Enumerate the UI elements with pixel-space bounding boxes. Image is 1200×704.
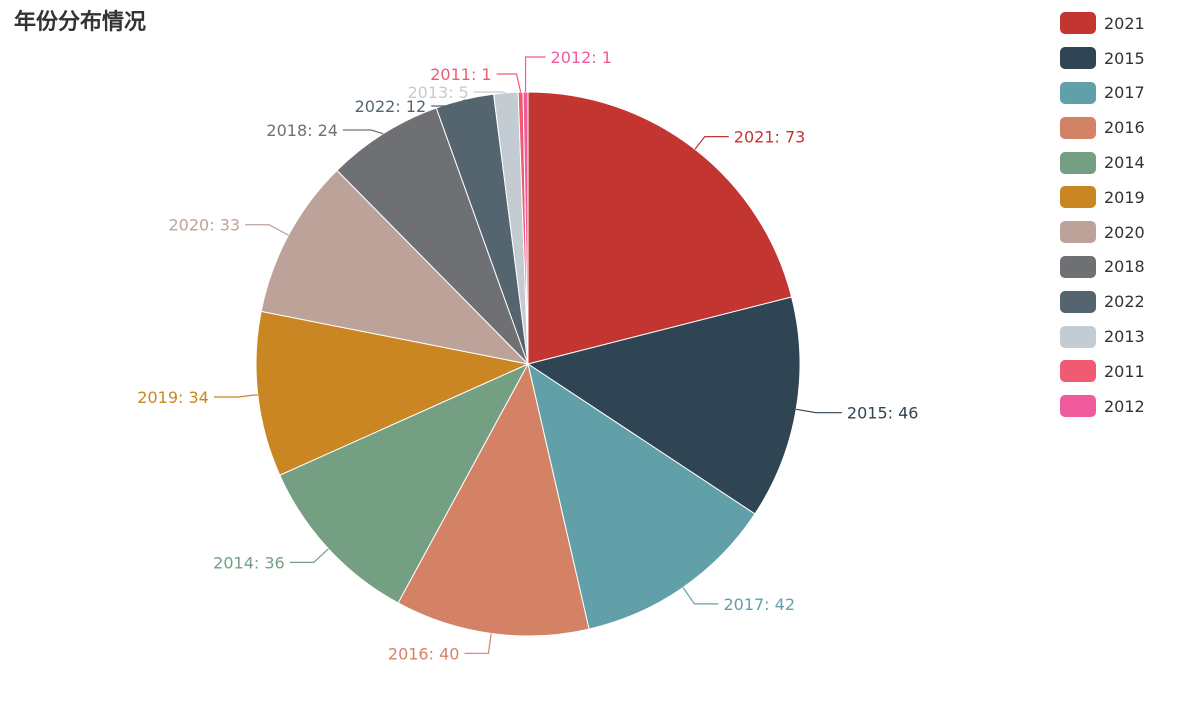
legend-swatch xyxy=(1060,116,1096,139)
legend-label: 2014 xyxy=(1104,153,1145,173)
label-line-2015 xyxy=(796,408,842,414)
label-line-2012 xyxy=(524,56,546,93)
legend-swatch xyxy=(1060,81,1096,104)
legend-item-2021[interactable]: 2021 xyxy=(1060,6,1190,41)
data-label-2015: 2015: 46 xyxy=(847,404,919,423)
legend-item-2020[interactable]: 2020 xyxy=(1060,215,1190,250)
legend-item-2018[interactable]: 2018 xyxy=(1060,250,1190,285)
label-line-2022 xyxy=(431,99,466,107)
label-line-2013 xyxy=(473,91,506,94)
label-line-2018 xyxy=(342,129,384,135)
legend-item-2012[interactable]: 2012 xyxy=(1060,389,1190,424)
legend-label: 2021 xyxy=(1104,13,1145,33)
pie-slice-2012[interactable] xyxy=(522,91,529,365)
pie-slice-2018[interactable] xyxy=(336,107,529,365)
data-label-2013: 2013: 5 xyxy=(407,83,468,102)
legend-label: 2019 xyxy=(1104,187,1145,207)
data-label-2012: 2012: 1 xyxy=(551,48,612,67)
legend-swatch xyxy=(1060,12,1096,35)
legend-swatch xyxy=(1060,186,1096,209)
data-label-2016: 2016: 40 xyxy=(388,644,460,663)
legend-item-2016[interactable]: 2016 xyxy=(1060,110,1190,145)
legend-item-2019[interactable]: 2019 xyxy=(1060,180,1190,215)
data-label-2014: 2014: 36 xyxy=(213,553,285,572)
legend-label: 2017 xyxy=(1104,83,1145,103)
label-line-2019 xyxy=(213,394,258,398)
legend-item-2022[interactable]: 2022 xyxy=(1060,284,1190,319)
data-label-2021: 2021: 73 xyxy=(734,128,806,147)
legend-item-2017[interactable]: 2017 xyxy=(1060,76,1190,111)
data-label-2019: 2019: 34 xyxy=(137,388,209,407)
legend-item-2015[interactable]: 2015 xyxy=(1060,41,1190,76)
legend-label: 2020 xyxy=(1104,222,1145,242)
chart-title: 年份分布情况 xyxy=(14,10,147,35)
label-line-2017 xyxy=(682,587,719,605)
legend-label: 2015 xyxy=(1104,48,1145,68)
pie-slice-2021[interactable] xyxy=(527,91,793,365)
data-label-2018: 2018: 24 xyxy=(266,121,338,140)
legend-swatch xyxy=(1060,360,1096,383)
label-line-2011 xyxy=(496,73,522,93)
legend-swatch xyxy=(1060,325,1096,348)
legend-label: 2018 xyxy=(1104,257,1145,277)
label-line-2014 xyxy=(289,548,329,563)
data-label-2022: 2022: 12 xyxy=(355,97,427,116)
legend-swatch xyxy=(1060,47,1096,70)
legend-label: 2016 xyxy=(1104,118,1145,138)
legend-item-2014[interactable]: 2014 xyxy=(1060,145,1190,180)
legend: 2021 2015 2017 2016 2014 2019 2020 2018 2022 2013… xyxy=(1060,6,1190,424)
pie-slice-2015[interactable] xyxy=(526,296,801,515)
pie-slice-2014[interactable] xyxy=(279,362,530,604)
legend-label: 2011 xyxy=(1104,361,1145,381)
data-label-2011: 2011: 1 xyxy=(430,65,491,84)
legend-swatch xyxy=(1060,290,1096,313)
legend-item-2011[interactable]: 2011 xyxy=(1060,354,1190,389)
legend-label: 2013 xyxy=(1104,327,1145,347)
legend-swatch xyxy=(1060,395,1096,418)
label-line-2016 xyxy=(464,633,492,654)
label-line-2020 xyxy=(245,224,289,236)
legend-item-2013[interactable]: 2013 xyxy=(1060,319,1190,354)
label-line-2021 xyxy=(694,136,729,150)
data-label-2017: 2017: 42 xyxy=(723,595,795,614)
legend-label: 2022 xyxy=(1104,292,1145,312)
data-label-2020: 2020: 33 xyxy=(169,216,241,235)
legend-label: 2012 xyxy=(1104,396,1145,416)
pie-slice-2019[interactable] xyxy=(255,310,530,476)
pie-slice-2016[interactable] xyxy=(397,362,590,637)
legend-swatch xyxy=(1060,151,1096,174)
legend-swatch xyxy=(1060,221,1096,244)
legend-swatch xyxy=(1060,255,1096,278)
